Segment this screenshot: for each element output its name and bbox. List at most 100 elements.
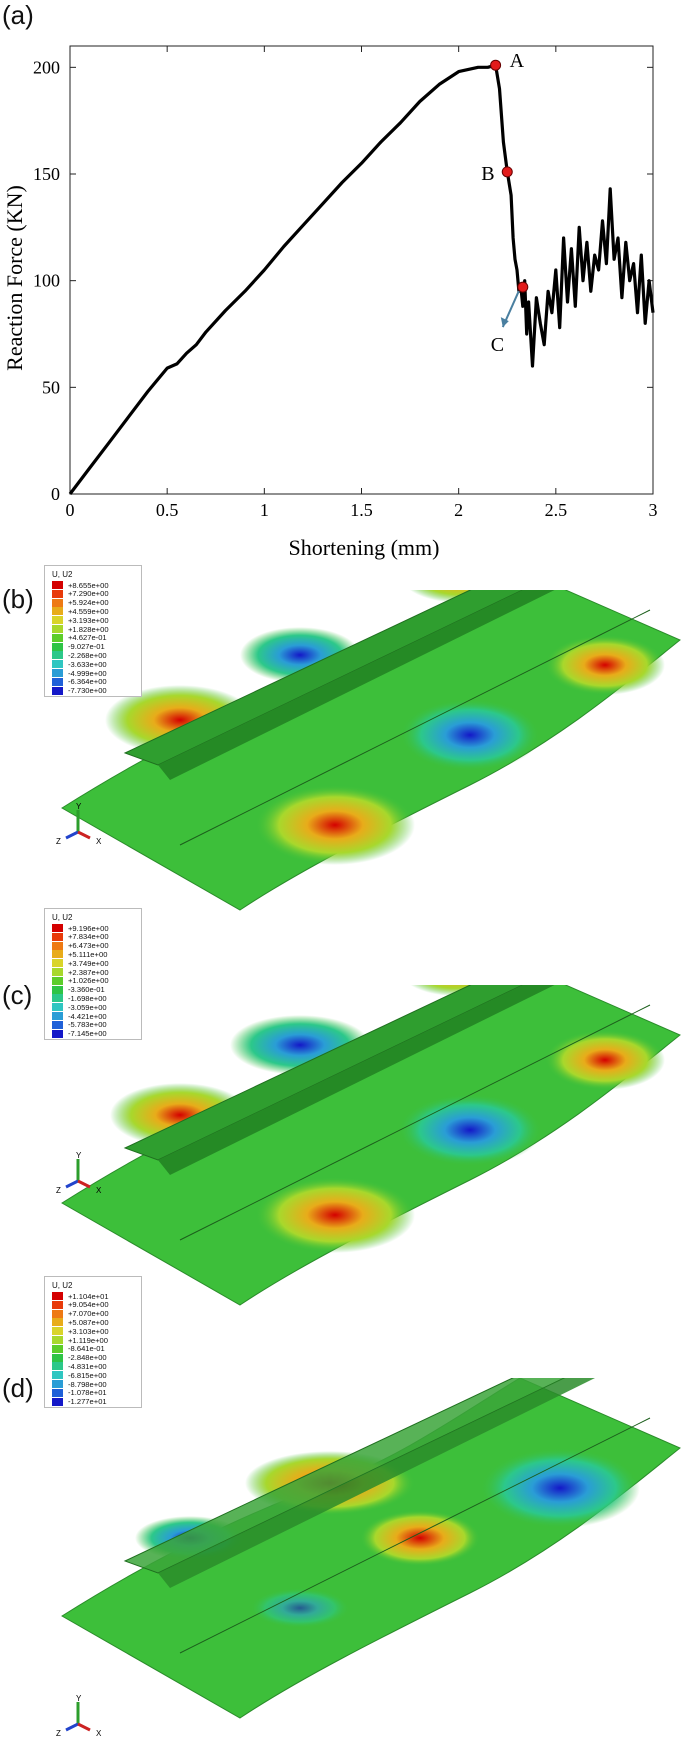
deformed-plate-b [61,547,681,911]
x-tick-label: 3 [649,500,658,520]
legend-value: -3.633e+00 [68,659,107,669]
legend-swatch [52,1371,63,1380]
legend-value: +1.104e+01 [68,1291,109,1301]
legend-value: -1.698e+00 [68,993,107,1003]
contour-red-4 [545,1030,665,1090]
contour-blue-3 [250,1588,350,1628]
x-tick-label: 0.5 [156,500,179,520]
legend-row: +1.119e+00 [52,1336,108,1345]
legend-row: -3.360e-01 [52,985,105,994]
legend-swatch [52,686,63,695]
axis-triad-c: Y Z X [56,1151,102,1195]
legend-swatch [52,1327,63,1336]
legend-value: -7.145e+00 [68,1029,107,1039]
legend-value: +1.828e+00 [68,624,109,634]
legend-row: +6.473e+00 [52,941,109,950]
contour-red-3 [255,785,415,865]
legend-row: +3.193e+00 [52,615,109,625]
axis-triad-b: Y Z X [56,802,102,846]
x-tick-label: 2 [454,500,463,520]
contour-panel-b [0,547,685,980]
legend-value: -2.268e+00 [68,650,107,660]
legend-value: +3.103e+00 [68,1326,109,1336]
series-layer [68,63,655,495]
triad-z-label: Z [56,1186,61,1195]
legend-swatch [52,607,63,616]
legend-value: -9.027e-01 [68,642,105,652]
legend-swatch [52,1353,63,1362]
legend-value: -7.730e+00 [68,686,107,696]
legend-swatch [52,633,63,642]
y-tick-label: 200 [33,57,60,77]
force-shortening-chart: 0 0.5 1 1.5 2 2.5 3 0 50 100 150 200 A B C Shortening… [2,45,658,560]
legend-swatch [52,625,63,633]
legend-swatch [52,589,63,598]
legend-row: -8.798e+00 [52,1379,107,1389]
weld-line [179,1004,651,1241]
legend-row: -7.145e+00 [52,1029,107,1039]
legend-value: +5.924e+00 [68,598,109,608]
contour-blue-2 [400,699,540,771]
legend-b: U, U2 +8.655e+00 +7.290e+00 +5.924e+00 +4.5… [44,565,142,697]
contour-blue-2 [480,1448,640,1528]
legend-value: +9.054e+00 [68,1300,109,1310]
triad-y-label: Y [76,1151,82,1160]
legend-value: +8.655e+00 [68,580,109,590]
weld-line [179,609,651,846]
legend-value: +4.627e-01 [68,633,107,643]
legend-c: U, U2 +9.196e+00 +7.834e+00 +6.473e+00 +5.1… [44,908,142,1040]
legend-swatch [52,1388,63,1397]
legend-swatch [52,642,63,651]
legend-swatch [52,1362,63,1371]
legend-row: +7.070e+00 [52,1309,109,1319]
legend-value: -6.364e+00 [68,677,107,687]
legend-row: +4.559e+00 [52,607,109,616]
point-A [490,59,502,71]
legend-row: +7.834e+00 [52,932,109,941]
legend-row: +5.924e+00 [52,598,109,608]
series-line-0 [68,63,655,495]
legend-row: -2.268e+00 [52,650,107,660]
legend-value: -4.999e+00 [68,668,107,678]
legend-value: -4.421e+00 [68,1011,107,1021]
legend-value: -8.641e-01 [68,1344,105,1354]
legend-row: -6.815e+00 [52,1371,107,1380]
triad-y-label: Y [76,1694,82,1703]
legend-swatch [52,1397,63,1406]
legend-swatch [52,1318,63,1327]
legend-swatch [52,941,63,950]
point-C [517,281,529,293]
legend-swatch [52,1300,63,1309]
legend-swatch [52,677,63,686]
legend-value: -8.798e+00 [68,1379,107,1389]
legend-row: -7.730e+00 [52,686,107,696]
legend-row: -9.027e-01 [52,642,105,652]
legend-swatch [52,1029,63,1038]
legend-value: -3.059e+00 [68,1002,107,1012]
legend-row: +2.387e+00 [52,968,109,977]
legend-swatch [52,968,63,976]
legend-swatch [52,581,63,589]
legend-swatch [52,1003,63,1012]
legend-row: -1.277e+01 [52,1397,107,1406]
legend-swatch [52,669,63,677]
y-tick-label: 150 [33,164,60,184]
legend-swatch [52,959,63,968]
contour-red-2 [360,1510,480,1566]
panel-label-c: (c) [2,980,33,1010]
y-tick-label: 0 [51,484,60,504]
legend-swatch [52,1344,63,1353]
legend-value: +7.070e+00 [68,1309,109,1319]
triad-x-label: X [96,1186,102,1195]
legend-swatch [52,932,63,941]
panel-label-a: (a) [2,0,34,30]
axis-triad-d: Y Z X [56,1694,102,1738]
legend-value: -4.831e+00 [68,1361,107,1371]
legend-d: U, U2 +1.104e+01 +9.054e+00 +7.070e+00 +5.0… [44,1276,142,1408]
stiffener-edge [158,560,595,780]
tick-layer: 0 0.5 1 1.5 2 2.5 3 0 50 100 150 200 [33,46,658,520]
legend-value: +3.193e+00 [68,615,109,625]
x-tick-label: 2.5 [545,500,568,520]
legend-swatch [52,651,63,660]
legend-row: -1.078e+01 [52,1388,107,1397]
